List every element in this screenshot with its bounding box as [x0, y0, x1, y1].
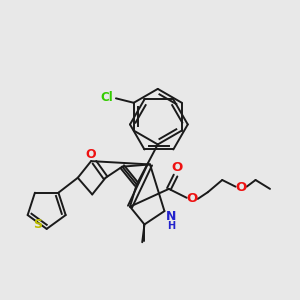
- Text: O: O: [86, 148, 96, 161]
- Text: N: N: [166, 210, 176, 223]
- Text: O: O: [187, 192, 198, 206]
- Text: H: H: [167, 220, 175, 231]
- Text: Cl: Cl: [101, 91, 113, 104]
- Text: S: S: [33, 218, 42, 231]
- Text: O: O: [171, 161, 182, 174]
- Text: O: O: [236, 181, 247, 194]
